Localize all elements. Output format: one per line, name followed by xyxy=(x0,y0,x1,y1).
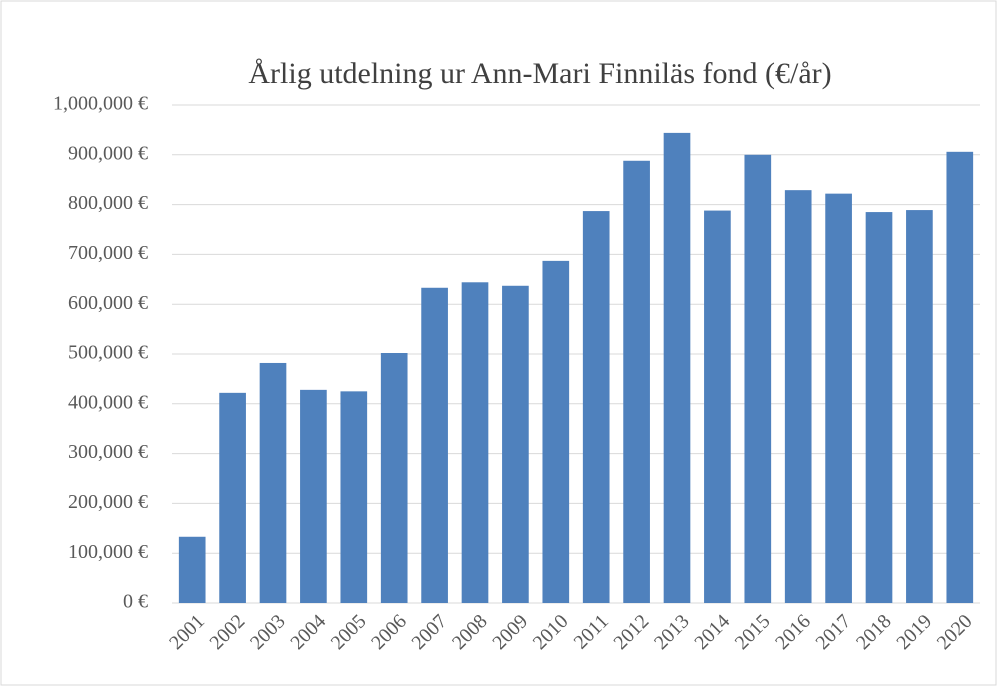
y-tick-label: 900,000 € xyxy=(68,142,148,164)
y-tick-label: 0 € xyxy=(123,591,148,613)
y-tick-label: 500,000 € xyxy=(68,342,148,364)
y-tick-label: 800,000 € xyxy=(68,192,148,214)
bar xyxy=(178,536,206,603)
bar xyxy=(259,362,287,603)
bar xyxy=(784,190,812,603)
bar xyxy=(623,160,650,603)
bar xyxy=(502,285,529,603)
bar xyxy=(461,282,489,603)
bar xyxy=(663,132,691,603)
bar xyxy=(380,353,408,603)
bar xyxy=(300,389,327,603)
bar xyxy=(906,210,933,603)
y-tick-label: 100,000 € xyxy=(68,541,148,563)
bar xyxy=(542,260,570,603)
y-tick-label: 700,000 € xyxy=(68,242,148,264)
bar xyxy=(704,210,731,604)
y-tick-label: 1,000,000 € xyxy=(53,93,148,115)
bar xyxy=(340,391,368,603)
bar xyxy=(946,151,974,603)
bar xyxy=(421,287,448,603)
bar xyxy=(865,212,893,603)
y-tick-label: 200,000 € xyxy=(68,491,148,513)
y-tick-label: 400,000 € xyxy=(68,391,148,413)
bar xyxy=(744,154,772,604)
bar xyxy=(825,193,852,604)
bar xyxy=(582,211,610,603)
bar xyxy=(219,392,246,603)
y-tick-label: 300,000 € xyxy=(68,441,148,463)
chart-title: Årlig utdelning ur Ann-Mari Finniläs fon… xyxy=(248,57,831,90)
y-tick-label: 600,000 € xyxy=(68,292,148,314)
